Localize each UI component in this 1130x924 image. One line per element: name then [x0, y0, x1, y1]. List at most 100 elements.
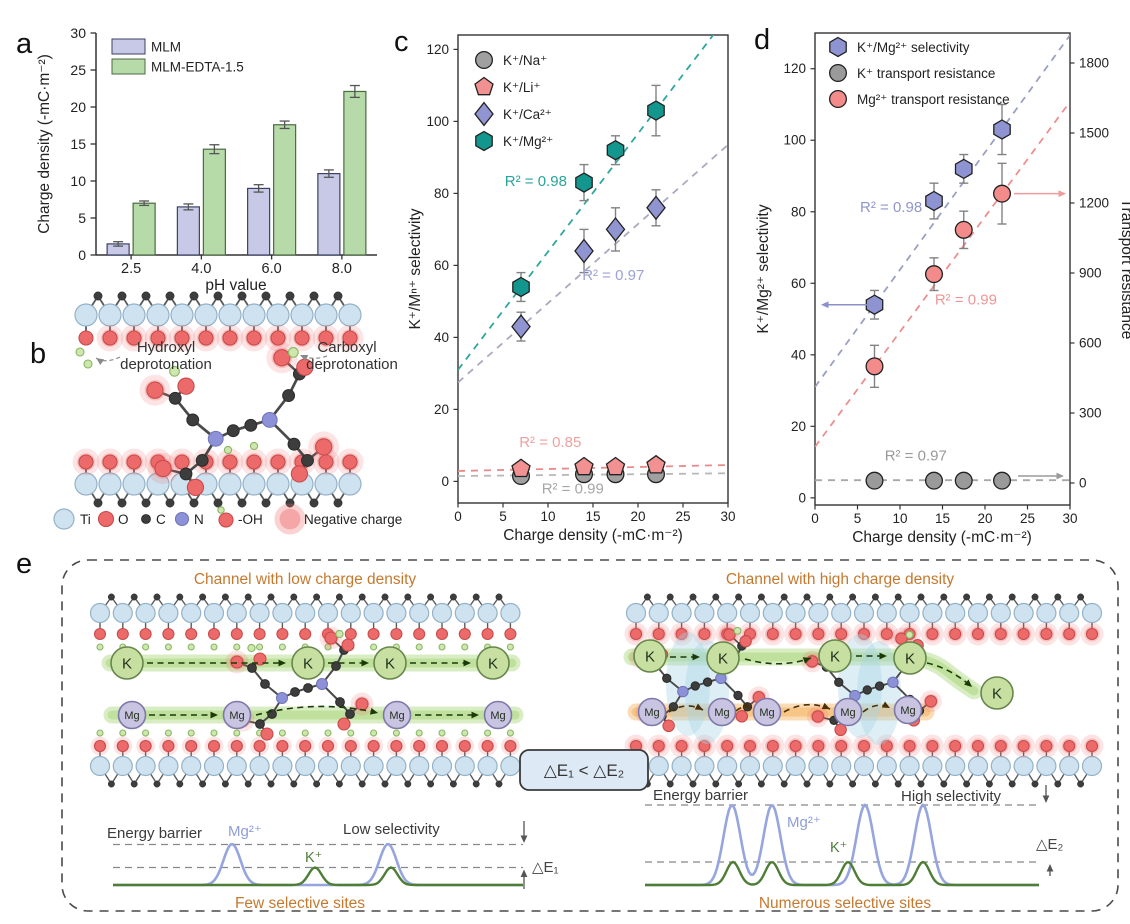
svg-text:900: 900 — [1079, 266, 1102, 281]
hydroxyl-deprotonation-label: Hydroxyl — [137, 339, 195, 356]
legend: MLM MLM-EDTA-1.5 — [111, 38, 244, 75]
scatter-chart-d: 0 5 10 15 20 25 300204060801001200300600900120… — [755, 32, 1130, 546]
legend-label: K⁺/Na⁺ — [503, 53, 547, 68]
svg-text:60: 60 — [434, 258, 449, 273]
panel-label-b: b — [30, 338, 47, 370]
svg-text:1800: 1800 — [1079, 56, 1109, 71]
svg-text:15: 15 — [935, 511, 950, 526]
svg-text:Mg: Mg — [714, 707, 729, 719]
svg-text:120: 120 — [783, 61, 806, 76]
svg-text:600: 600 — [1079, 336, 1102, 351]
series-3 — [512, 84, 665, 303]
svg-text:0: 0 — [441, 474, 449, 489]
svg-text:0: 0 — [798, 490, 806, 505]
r2-label: R² = 0.99 — [542, 481, 604, 498]
series-1 — [865, 471, 1012, 490]
legend-oh: -OH — [238, 512, 263, 527]
svg-text:K: K — [122, 655, 132, 672]
svg-text:Mg: Mg — [644, 707, 659, 719]
svg-text:60: 60 — [791, 276, 806, 291]
x-axis-label: Charge density (-mC·m⁻²) — [503, 527, 683, 544]
svg-text:5: 5 — [854, 511, 862, 526]
charged-site-glow — [666, 632, 710, 736]
y-axis-label-right: Transport resistance — [1118, 199, 1130, 340]
ion-mg: Mg — [117, 700, 147, 730]
panel-label-a: a — [16, 28, 33, 60]
ion-k: K — [291, 646, 325, 680]
svg-text:K: K — [303, 655, 313, 672]
svg-text:80: 80 — [791, 204, 806, 219]
y-axis-label: Charge density (-mC·m⁻²) — [36, 54, 53, 234]
svg-text:120: 120 — [426, 42, 449, 57]
delta-e1-label: △E₁ — [532, 859, 559, 876]
ion-mg: Mg — [382, 700, 412, 730]
r2-label: R² = 0.99 — [935, 292, 997, 309]
ion-k: K — [476, 646, 510, 680]
svg-text:10: 10 — [892, 511, 907, 526]
r2-label: R² = 0.97 — [885, 447, 947, 464]
svg-text:15: 15 — [70, 136, 86, 152]
svg-text:Mg: Mg — [900, 705, 915, 717]
legend: K⁺/Na⁺ K⁺/Li⁺ K⁺/Ca²⁺ K⁺/Mg²⁺ — [474, 50, 553, 152]
svg-text:5: 5 — [78, 210, 86, 226]
svg-text:10: 10 — [540, 509, 555, 524]
svg-text:10: 10 — [70, 173, 86, 189]
svg-text:20: 20 — [630, 509, 645, 524]
x-tick-label: 8.0 — [332, 261, 352, 277]
atom-lattice — [89, 729, 521, 788]
series-2 — [511, 189, 666, 342]
svg-text:40: 40 — [791, 347, 806, 362]
svg-text:1500: 1500 — [1079, 126, 1109, 141]
bar-chart: 0 5 10 15 20 25 30 2.5 4.0 6.0 8.0 MLM MLM-EDTA-1.5 C… — [36, 25, 377, 294]
delta-e2-label: △E₂ — [1036, 836, 1064, 853]
ion-k: K — [110, 646, 144, 680]
legend: K⁺/Mg²⁺ selectivity K⁺ transport resistan… — [828, 36, 1010, 109]
ion-mg: Mg — [752, 697, 782, 727]
ion-k: K — [980, 676, 1014, 710]
svg-text:25: 25 — [675, 509, 690, 524]
ion-k: K — [818, 639, 852, 673]
ion-k: K — [373, 646, 407, 680]
atom-lattice — [89, 593, 521, 651]
r2-label: R² = 0.97 — [582, 267, 644, 284]
x-tick-label: 4.0 — [191, 261, 211, 277]
svg-text:100: 100 — [426, 114, 449, 129]
legend-label: K⁺/Mg²⁺ selectivity — [857, 40, 970, 55]
charged-site-glow — [857, 641, 901, 745]
series-1 — [511, 454, 666, 478]
legend-label: K⁺/Li⁺ — [503, 80, 541, 95]
svg-text:40: 40 — [434, 330, 449, 345]
energy-relation: △E₁ < △E₂ — [544, 761, 625, 780]
few-sites-label: Few selective sites — [235, 895, 365, 912]
energy-barrier-label: Energy barrier — [653, 787, 748, 804]
trend-lines — [458, 35, 728, 477]
svg-text:K: K — [385, 655, 395, 672]
atom-lattice — [74, 291, 364, 352]
svg-text:0: 0 — [454, 509, 462, 524]
series-2 — [865, 162, 1012, 389]
svg-text:Mg: Mg — [490, 710, 505, 722]
x-tick-label: 2.5 — [121, 261, 141, 277]
ion-mg: Mg — [637, 697, 667, 727]
svg-text:0: 0 — [78, 247, 86, 263]
svg-text:100: 100 — [783, 133, 806, 148]
ion-mg: Mg — [707, 697, 737, 727]
scatter-chart-c: 0 5 10 15 20 25 30 0 20 40 60 80 100 120 R² = 0.99 R² =… — [407, 34, 736, 544]
y-axis-label: K⁺/Mⁿ⁺ selectivity — [407, 208, 424, 329]
svg-text:30: 30 — [720, 509, 735, 524]
x-tick-label: 6.0 — [262, 261, 282, 277]
mg-peak-label: Mg²⁺ — [787, 814, 821, 831]
svg-text:80: 80 — [434, 186, 449, 201]
ion-k: K — [633, 639, 667, 673]
svg-text:deprotonation: deprotonation — [306, 356, 398, 373]
legend-c: C — [156, 512, 166, 527]
material-legend: Ti O C N -OH Negative charge — [53, 503, 402, 535]
ion-mg: Mg — [483, 700, 513, 730]
ion-mg: Mg — [833, 697, 863, 727]
selectivity-label: High selectivity — [901, 788, 1002, 805]
edta-molecule — [225, 626, 374, 741]
